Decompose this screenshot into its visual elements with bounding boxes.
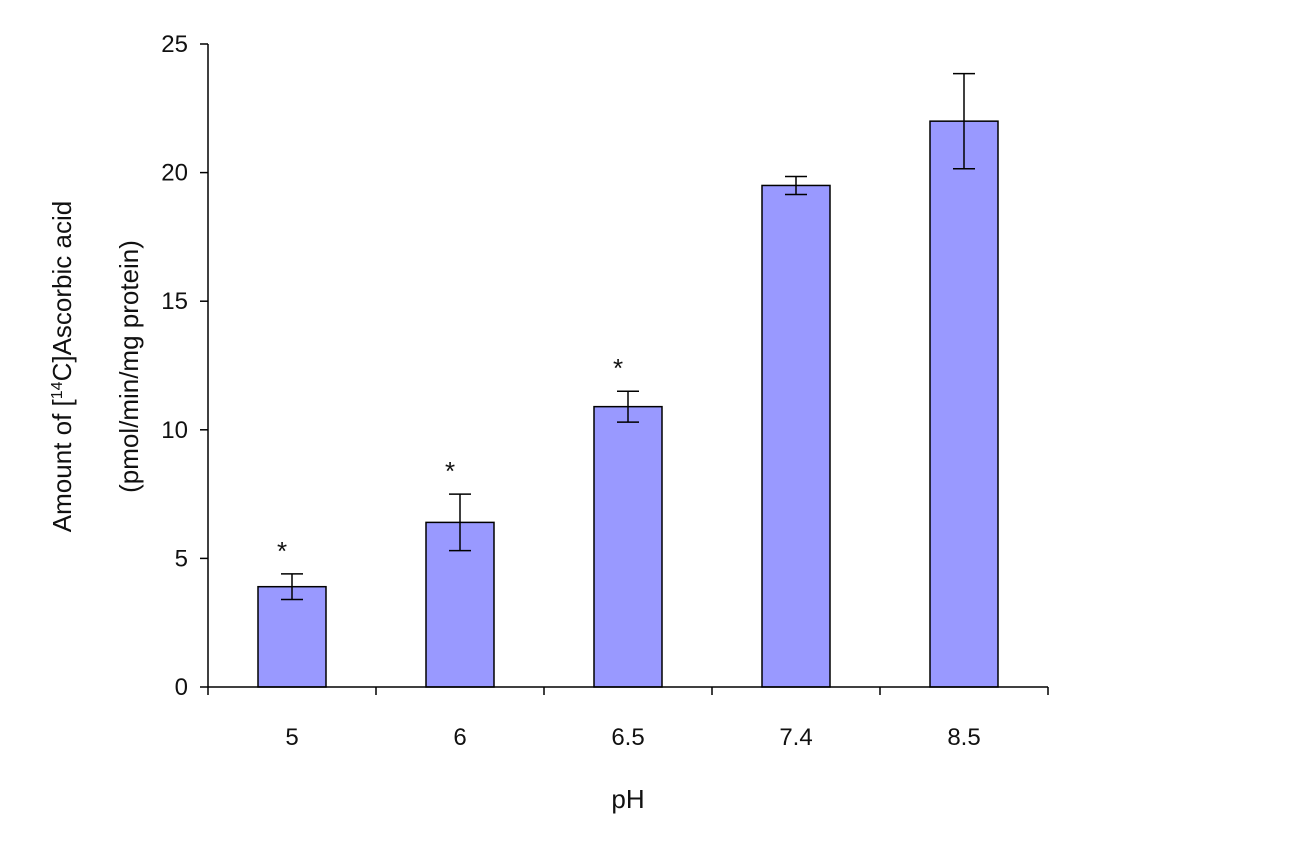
error-bar [281, 573, 303, 601]
significance-marker: * [613, 353, 623, 383]
x-tick-label: 7.4 [779, 724, 812, 751]
y-ticks-layer: 0 5 10 15 20 25 [161, 31, 208, 701]
significance-markers-layer: * * * [277, 353, 623, 566]
significance-marker: * [445, 456, 455, 486]
bar [761, 184, 831, 688]
y-axis-label-line-2: (pmol/min/mg protein) [114, 240, 144, 493]
x-tick-label: 8.5 [947, 724, 980, 751]
error-bar [953, 72, 975, 170]
y-axis-label-suffix: C]Ascorbic acid [47, 201, 77, 382]
y-tick-label: 10 [161, 417, 188, 444]
x-tick-label: 5 [285, 724, 298, 751]
bar [929, 120, 999, 688]
significance-marker: * [277, 536, 287, 566]
y-tick-label: 25 [161, 31, 188, 58]
error-bars-layer [281, 72, 975, 601]
x-tick-label: 6 [453, 724, 466, 751]
y-tick-label: 5 [175, 545, 188, 572]
y-axis-label-prefix: Amount of [ [47, 398, 77, 532]
y-axis-label-line-1: Amount of [14C]Ascorbic acid [47, 201, 77, 532]
y-tick-label: 15 [161, 288, 188, 315]
bar [257, 585, 327, 688]
x-tick-label: 6.5 [611, 724, 644, 751]
error-bar [785, 175, 807, 196]
bar [593, 405, 663, 688]
error-bar [449, 493, 471, 552]
x-ticks-layer: 5 6 6.5 7.4 8.5 [207, 687, 1049, 751]
error-bar [617, 390, 639, 423]
y-tick-label: 0 [175, 674, 188, 701]
y-axis-label-superscript: 14 [49, 381, 66, 399]
x-axis-label: pH [611, 784, 644, 814]
y-tick-label: 20 [161, 160, 188, 187]
